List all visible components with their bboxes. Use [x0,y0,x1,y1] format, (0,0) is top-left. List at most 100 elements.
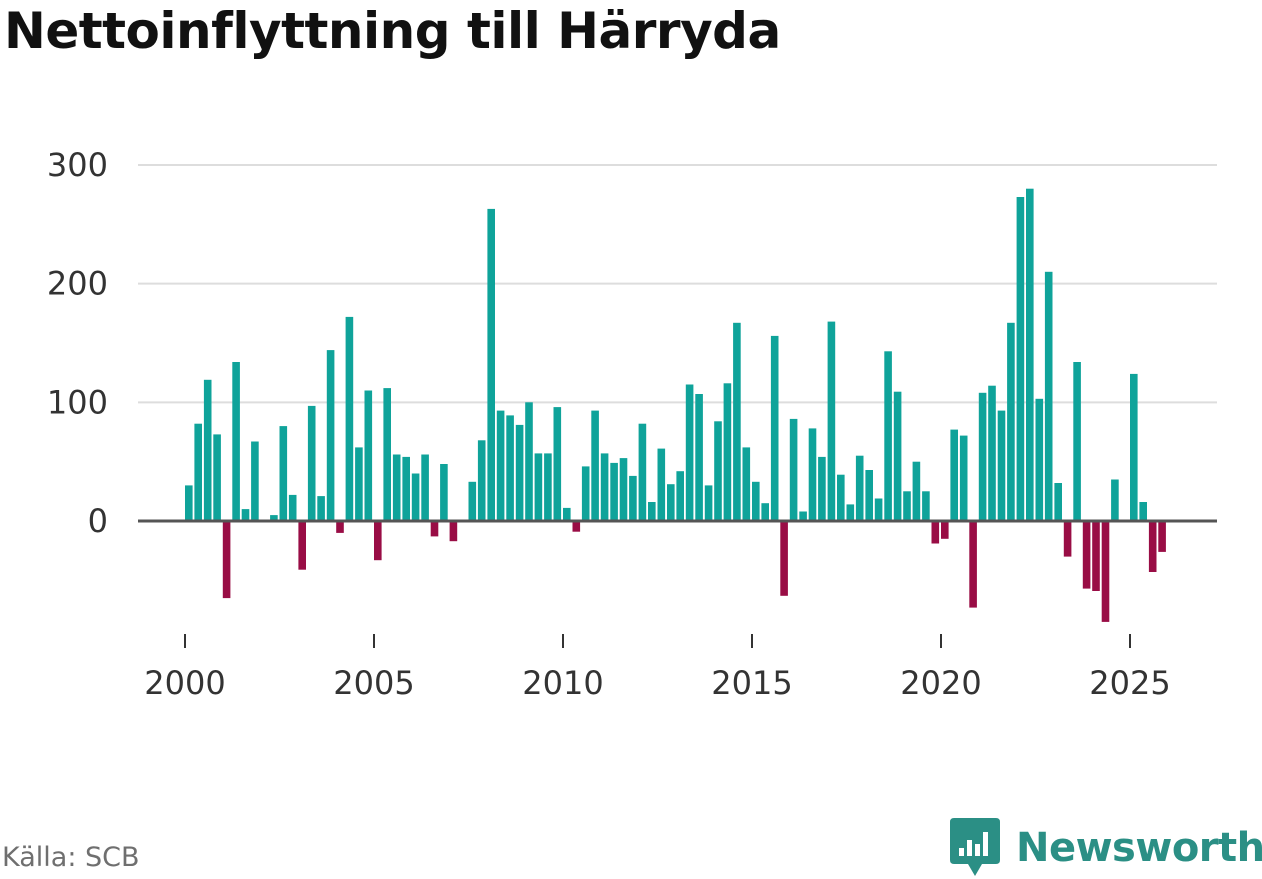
bar [695,394,703,521]
bar [723,383,732,521]
x-tick-label: 2000 [144,664,225,702]
bar [563,507,571,521]
gridlines [138,164,1217,404]
bar [600,453,609,521]
bar [714,421,722,521]
bar [477,440,486,521]
bar [270,515,278,521]
bar [581,466,590,521]
bar [1063,521,1072,557]
bar [307,405,316,521]
bar [912,461,921,521]
bar [988,385,996,521]
bars [185,188,1166,622]
bar [1111,479,1119,521]
bar [194,423,202,521]
bar [657,448,666,521]
x-axis: 2000 2005 2010 2015 2020 2025 [144,634,1171,702]
bar [1130,373,1138,521]
newsworthy-logo[interactable]: Newsworthy [950,818,1262,878]
bar [468,481,477,521]
bar [383,388,391,521]
bar [279,426,288,521]
bar [638,423,647,521]
bar [355,447,363,521]
bar [903,491,911,521]
bar [288,494,297,521]
bar [449,521,458,542]
bar [591,410,599,521]
bar [752,481,760,521]
newsworthy-logo-icon [950,818,1000,876]
bar [770,335,779,521]
bar [648,502,656,521]
bar [931,521,940,544]
bar [317,496,325,521]
bar [534,453,543,521]
bar [402,456,410,521]
bar [392,454,401,521]
y-tick-label: 0 [88,502,108,540]
bar [667,484,675,521]
bar [222,521,231,599]
bar [1101,521,1110,622]
bar [411,473,420,521]
bar [544,453,552,521]
bar [1139,502,1147,521]
bar [515,424,524,521]
bar [629,475,637,521]
y-tick-label: 300 [47,146,108,184]
bar [742,447,751,521]
bar [1073,362,1081,521]
bar [1016,197,1025,521]
x-tick-label: 2005 [333,664,414,702]
bar [997,410,1006,521]
bar [950,429,958,521]
bar [496,410,505,521]
bar [525,402,533,521]
bar [789,418,798,521]
x-tick-label: 2015 [711,664,792,702]
bar [213,434,221,521]
bar [619,458,628,521]
bar [1092,521,1100,591]
bar [676,471,684,521]
chart-title: Nettoinflyttning till Härryda [4,2,781,60]
bar [1158,521,1166,552]
bar [941,521,949,539]
bar [374,521,382,561]
bar [780,521,788,596]
bar [704,485,713,521]
bar [855,455,864,521]
bar [553,407,562,521]
bar [865,470,873,521]
source-note: Källa: SCB [2,842,140,873]
bar [241,509,250,521]
y-tick-label: 200 [47,265,108,303]
x-tick-label: 2010 [522,664,603,702]
bar [1007,322,1015,521]
bar [761,503,769,521]
bar [251,441,259,521]
bar [572,521,581,532]
bar [1026,188,1034,521]
bar [959,435,968,521]
bar [203,379,212,521]
bar [1044,271,1053,521]
bar [610,462,618,521]
bar [818,456,826,521]
bar [978,392,987,521]
x-tick-label: 2025 [1089,664,1170,702]
bar [364,390,373,521]
bar [799,511,807,521]
bar [846,504,855,521]
bar [1082,521,1091,589]
brand-name: Newsworthy [1016,825,1262,871]
bar [874,498,883,521]
bar [1035,398,1044,521]
bar [326,350,335,521]
bar [893,391,902,521]
bar [421,454,429,521]
bar [922,491,930,521]
